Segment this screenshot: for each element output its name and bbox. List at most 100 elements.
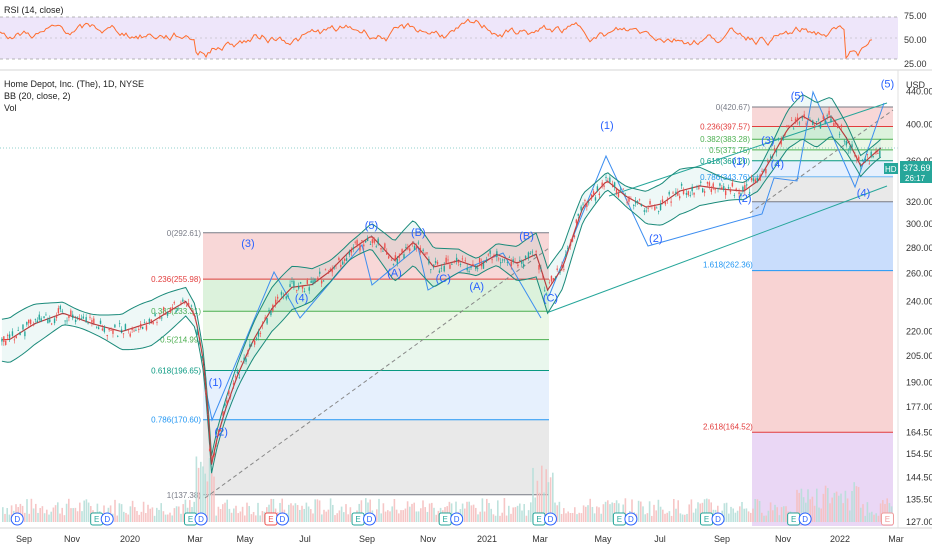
close-point — [860, 165, 862, 167]
volume-bar — [644, 514, 646, 522]
volume-bar — [827, 488, 829, 522]
volume-bar — [450, 503, 453, 522]
candle — [613, 182, 616, 188]
volume-bar — [367, 502, 369, 522]
candle — [514, 261, 516, 263]
close-point — [582, 206, 584, 208]
candle — [748, 192, 751, 194]
candle — [224, 403, 226, 406]
volume-bar — [545, 469, 547, 522]
volume-bar — [747, 511, 750, 522]
candle — [19, 332, 21, 336]
candle — [700, 181, 702, 183]
time-tick-label: Mar — [532, 534, 548, 544]
volume-bar — [589, 498, 591, 522]
candle — [582, 203, 584, 205]
candle — [324, 269, 327, 271]
volume-bar — [272, 498, 275, 522]
volume-bar — [171, 515, 173, 522]
volume-bar — [138, 514, 140, 522]
candle — [203, 369, 205, 371]
volume-bar — [871, 511, 873, 522]
candle — [169, 307, 172, 313]
candle — [291, 281, 293, 282]
candle — [303, 291, 306, 292]
candle — [649, 201, 651, 205]
candle — [163, 307, 165, 311]
candle — [331, 268, 333, 273]
close-point — [62, 312, 64, 314]
dividend-marker[interactable] — [798, 512, 812, 526]
volume-bar — [384, 511, 387, 522]
earnings-marker-label: E — [536, 515, 541, 524]
volume-bar — [61, 507, 63, 522]
price-axis-ticks: 440.00 400.00 360.00 320.00 300.00 280.00 260.… — [906, 86, 932, 527]
close-point — [185, 300, 187, 303]
price-tick-label: 190.00 — [906, 377, 932, 387]
candle — [675, 191, 677, 194]
fib-level-label: 0(292.61) — [167, 229, 202, 238]
volume-bar — [805, 502, 807, 522]
candle — [409, 248, 411, 251]
dividend-marker[interactable] — [100, 512, 114, 526]
candle — [440, 267, 443, 269]
candle — [70, 310, 72, 316]
candle — [47, 318, 49, 324]
candle — [529, 253, 532, 255]
volume-bar — [395, 509, 398, 522]
dividend-marker[interactable] — [275, 512, 289, 526]
candle — [436, 261, 439, 265]
volume-bar — [725, 502, 728, 522]
candle — [742, 186, 744, 191]
candle — [135, 329, 137, 331]
earnings-marker[interactable] — [880, 512, 894, 526]
wave-label: (4) — [295, 292, 308, 304]
wave-label-layer: (1) (2) (3) (4) (5) (A) (B) (C) (A) (B) (C) (1) (2) (… — [209, 78, 895, 438]
candle — [603, 185, 605, 187]
volume-bar — [123, 511, 125, 522]
rsi-title: RSI (14, close) — [4, 5, 64, 15]
dividend-marker[interactable] — [10, 512, 24, 526]
dividend-marker-label: D — [548, 515, 554, 524]
volume-bar — [402, 510, 404, 522]
candle — [605, 176, 607, 178]
close-point — [645, 206, 647, 208]
candle — [143, 322, 146, 324]
price-axis[interactable]: USD — [897, 70, 926, 528]
candle — [447, 259, 449, 261]
dividend-marker[interactable] — [543, 512, 557, 526]
candle — [161, 317, 163, 319]
dividend-marker[interactable] — [363, 512, 377, 526]
dividend-marker[interactable] — [450, 512, 464, 526]
volume-bar — [796, 489, 798, 522]
volume-bar — [468, 501, 470, 522]
price-tick-label: 300.00 — [906, 219, 932, 229]
volume-bar — [131, 500, 134, 522]
candle — [198, 343, 200, 345]
volume-bar — [503, 498, 506, 522]
candle — [205, 389, 207, 394]
candle — [443, 265, 445, 272]
candle — [687, 191, 690, 196]
dividend-marker[interactable] — [194, 512, 208, 526]
candle — [459, 264, 462, 265]
volume-bar — [741, 501, 743, 522]
volume-bar — [294, 503, 297, 522]
candle — [264, 317, 266, 321]
volume-bar — [868, 512, 871, 522]
wave-label: (1) — [209, 377, 222, 389]
volume-bar — [338, 510, 341, 522]
candle — [765, 168, 767, 174]
candle — [28, 319, 30, 324]
volume-bar — [730, 506, 732, 522]
candle — [419, 247, 421, 253]
volume-bar — [437, 510, 440, 522]
candle — [877, 153, 879, 154]
dividend-marker[interactable] — [711, 512, 725, 526]
dividend-marker[interactable] — [624, 512, 638, 526]
volume-bar — [855, 486, 858, 522]
candle — [345, 258, 348, 261]
bb-fill — [1, 94, 881, 474]
candle — [594, 197, 597, 201]
close-point — [92, 323, 94, 325]
